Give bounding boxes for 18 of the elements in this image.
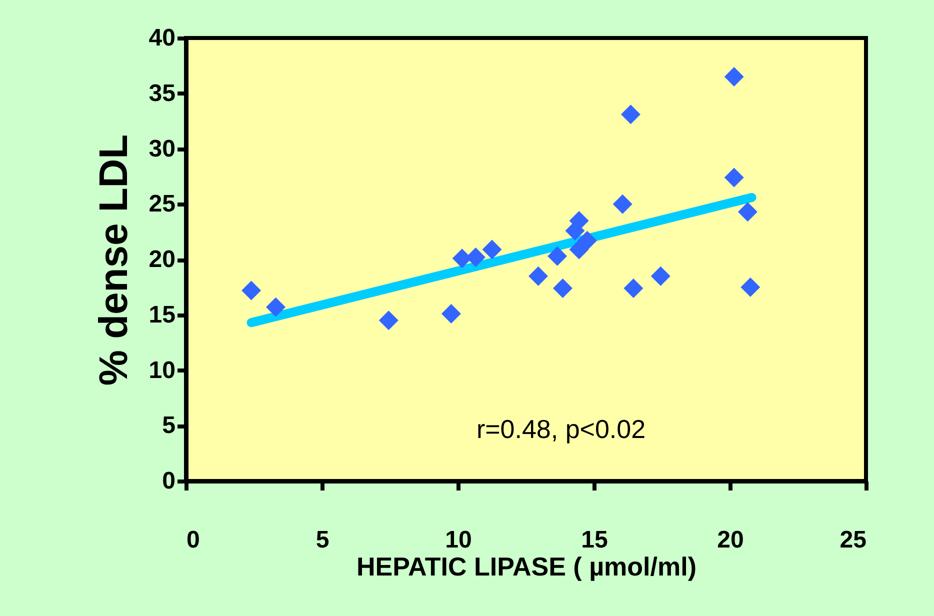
y-tick-label: 5 bbox=[162, 412, 176, 440]
x-tick-label: 25 bbox=[840, 526, 866, 554]
x-tick-label: 20 bbox=[717, 526, 744, 554]
y-tick-label: 10 bbox=[148, 356, 176, 384]
x-tick-label: 10 bbox=[445, 526, 472, 554]
y-tick-label: 0 bbox=[162, 468, 176, 494]
y-tick-label: 25 bbox=[148, 190, 176, 218]
y-tick-label: 40 bbox=[148, 24, 176, 52]
annotation: r=0.48, p<0.02 bbox=[476, 414, 646, 444]
y-tick-label: 15 bbox=[148, 301, 176, 328]
y-tick-label: 20 bbox=[148, 246, 176, 273]
y-axis-title: % dense LDL bbox=[92, 134, 136, 386]
x-tick-label: 0 bbox=[186, 526, 200, 554]
x-axis-title: HEPATIC LIPASE ( µmol/ml) bbox=[356, 552, 696, 582]
y-tick-label: 35 bbox=[148, 80, 176, 107]
y-tick-label: 30 bbox=[148, 135, 176, 162]
x-tick-label: 5 bbox=[316, 526, 330, 554]
x-tick-label: 15 bbox=[581, 526, 608, 554]
